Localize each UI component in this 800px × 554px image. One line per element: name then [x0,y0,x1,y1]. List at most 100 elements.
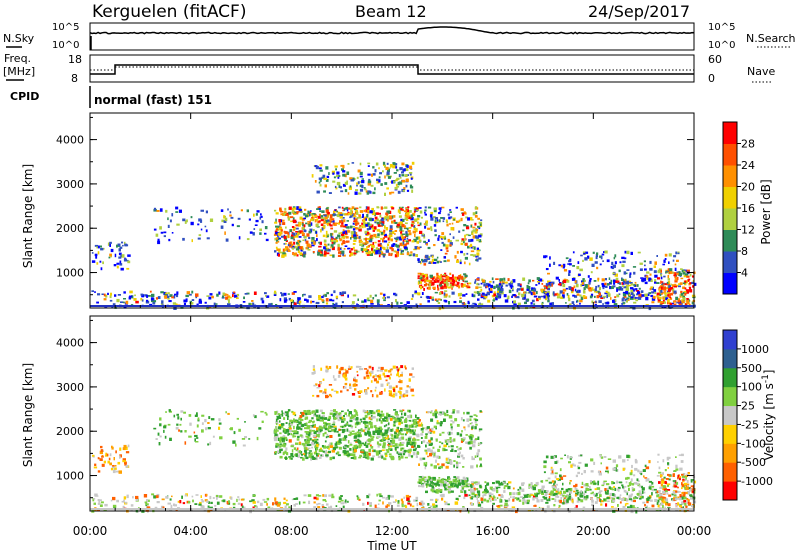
echo-cell [532,279,535,282]
echo-cell [583,290,586,293]
echo-cell [289,425,292,428]
echo-cell [285,456,287,460]
echo-cell [610,279,613,282]
echo-cell [298,441,301,445]
echo-cell [280,210,284,213]
echo-cell [422,277,425,280]
echo-cell [285,429,290,432]
echo-cell [464,242,468,246]
echo-cell [437,463,440,466]
echo-cell [499,281,502,285]
echo-cell [404,365,407,368]
echo-cell [517,283,521,287]
echo-cell [508,289,512,294]
echo-cell [382,253,386,256]
echo-cell [440,237,444,240]
echo-cell [460,242,464,246]
echo-cell [397,369,399,373]
echo-cell [371,449,374,452]
echo-cell [251,302,255,306]
echo-cell [429,452,433,457]
echo-cell [305,247,308,250]
echo-cell [384,164,386,168]
echo-cell [317,428,320,431]
echo-cell [419,275,423,278]
echo-cell [649,267,653,271]
echo-cell [171,296,174,299]
echo-cell [347,409,349,412]
echo-cell [297,454,300,458]
echo-cell [313,496,317,500]
echo-cell [640,290,644,293]
echo-cell [276,228,279,231]
echo-cell [296,300,301,304]
echo-cell [548,495,551,499]
echo-cell [332,180,336,183]
echo-cell [426,441,429,444]
echo-cell [555,276,559,280]
echo-cell [264,292,267,295]
echo-cell [669,268,673,272]
echo-cell [545,501,549,504]
echo-cell [388,241,391,244]
echo-cell [386,375,390,378]
echo-cell [401,441,405,444]
echo-cell [354,435,358,438]
echo-cell [425,452,428,455]
echo-cell [295,497,299,500]
echo-cell [405,222,408,225]
echo-cell [369,504,372,507]
echo-cell [298,300,302,304]
echo-cell [395,243,398,247]
echo-cell [625,281,629,285]
echo-cell [338,414,342,418]
echo-cell [209,495,212,500]
echo-cell [370,414,373,419]
echo-cell [255,219,259,223]
echo-cell [544,287,546,290]
echo-cell [378,499,381,502]
echo-cell [337,214,340,218]
echo-cell [335,236,338,239]
echo-cell [342,229,345,232]
echo-cell [460,276,464,280]
echo-cell [481,501,484,504]
echo-cell [427,478,431,481]
echo-cell [388,370,392,373]
echo-cell [225,293,229,296]
echo-cell [189,422,192,426]
echo-cell [421,292,424,295]
echo-cell [406,426,409,429]
echo-cell [165,292,168,295]
echo-cell [447,440,451,443]
echo-cell [686,290,689,294]
echo-cell [547,284,551,287]
echo-cell [246,292,250,295]
echo-cell [623,257,627,260]
echo-cell [484,296,488,299]
echo-cell [347,192,350,195]
echo-cell [198,300,202,304]
echo-cell [97,499,100,502]
echo-cell [127,444,130,448]
echo-cell [320,454,322,457]
echo-cell [302,294,304,297]
echo-cell [394,254,398,258]
echo-cell [660,276,663,280]
echo-cell [304,431,308,433]
echo-cell [275,444,278,448]
echo-cell [668,285,672,288]
echo-cell [325,166,329,170]
echo-cell [363,410,367,412]
echo-cell [604,292,608,295]
echo-cell [165,209,168,213]
echo-cell [294,234,299,238]
echo-cell [121,254,125,258]
echo-cell [408,419,412,422]
echo-cell [413,248,417,251]
echo-cell [293,241,296,245]
echo-cell [225,411,227,414]
echo-cell [275,237,278,240]
echo-cell [602,260,604,262]
echo-cell [99,260,102,263]
